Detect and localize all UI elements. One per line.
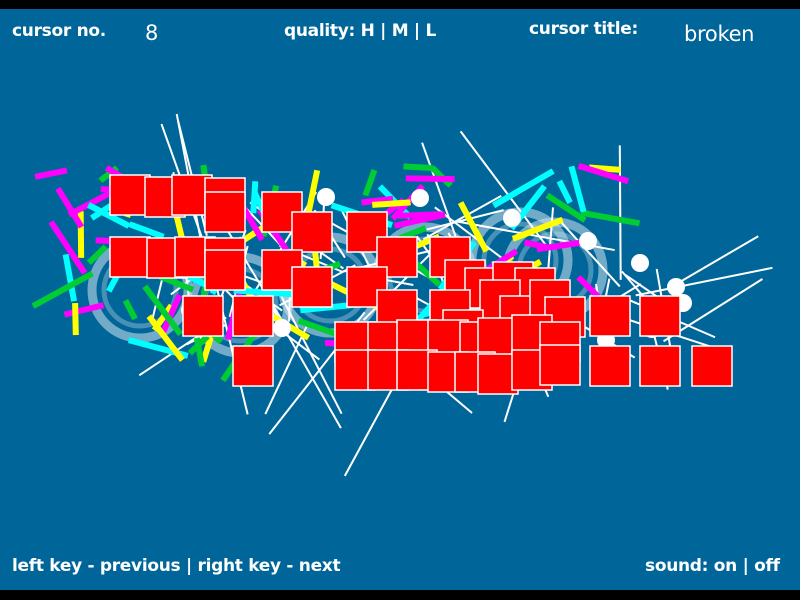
bar-mark: [577, 163, 630, 185]
bar-mark: [556, 179, 573, 204]
bar-mark: [397, 211, 442, 219]
cursor-trail-canvas: [31, 113, 773, 477]
line-mark: [264, 323, 309, 415]
bar-mark: [545, 192, 587, 223]
bar-mark: [361, 195, 394, 206]
bar-mark: [457, 201, 490, 253]
bar-mark: [160, 293, 183, 333]
bar-mark: [86, 244, 108, 265]
bar-mark: [200, 334, 215, 363]
bar-mark: [63, 302, 105, 318]
dot-mark: [317, 188, 335, 206]
bar-mark: [34, 167, 68, 180]
line-mark: [422, 194, 502, 241]
quality-selector[interactable]: quality: H | M | L: [284, 21, 436, 41]
bar-mark: [536, 238, 586, 253]
line-mark: [459, 130, 548, 247]
square-mark: [204, 191, 246, 233]
bar-mark: [403, 163, 433, 172]
bar-mark: [55, 186, 85, 229]
bar-mark: [405, 175, 455, 183]
bar-mark: [297, 317, 342, 339]
line-mark: [618, 145, 622, 280]
bar-mark: [128, 221, 165, 240]
line-mark: [150, 272, 165, 323]
cursor-no-label: cursor no.: [12, 21, 106, 41]
bar-mark: [362, 169, 378, 197]
square-mark: [291, 211, 333, 253]
bar-mark: [193, 337, 205, 367]
bar-mark: [413, 260, 442, 287]
cursor-stage[interactable]: [0, 9, 800, 590]
cursor-title-value: broken: [684, 22, 755, 46]
square-mark: [691, 345, 733, 387]
dot-mark: [631, 254, 649, 272]
square-mark: [232, 345, 274, 387]
dot-mark: [667, 278, 685, 296]
bar-mark: [568, 165, 587, 213]
sound-toggle[interactable]: sound: on | off: [645, 556, 780, 576]
bar-mark: [233, 287, 299, 298]
dot-mark: [411, 189, 429, 207]
dot-mark: [503, 209, 521, 227]
dot-mark: [273, 319, 291, 337]
cursor-no-value: 8: [145, 21, 159, 45]
square-mark: [232, 295, 274, 337]
line-mark: [263, 292, 342, 429]
cursor-title-label: cursor title:: [529, 19, 638, 39]
square-mark: [539, 344, 581, 386]
square-mark: [589, 295, 631, 337]
line-mark: [559, 220, 621, 288]
bar-mark: [511, 216, 564, 242]
square-mark: [589, 345, 631, 387]
bar-mark: [87, 202, 131, 229]
line-mark: [674, 235, 759, 286]
line-mark: [434, 206, 510, 265]
bar-mark: [142, 284, 183, 337]
square-mark: [109, 236, 151, 278]
square-mark: [109, 174, 151, 216]
square-mark: [204, 249, 246, 291]
square-mark: [639, 345, 681, 387]
bar-mark: [580, 209, 641, 227]
bar-mark: [62, 253, 78, 302]
bar-mark: [31, 270, 94, 309]
navigation-hint: left key - previous | right key - next: [12, 556, 341, 576]
square-mark: [182, 295, 224, 337]
bar-mark: [372, 199, 411, 208]
dot-mark: [579, 232, 597, 250]
bar-mark: [146, 314, 185, 362]
bar-mark: [492, 168, 555, 209]
bar-mark: [158, 273, 195, 293]
bar-mark: [72, 302, 79, 336]
bar-mark: [122, 298, 138, 321]
bar-mark: [48, 220, 88, 275]
line-mark: [635, 266, 773, 297]
square-mark: [291, 266, 333, 308]
square-mark: [639, 295, 681, 337]
